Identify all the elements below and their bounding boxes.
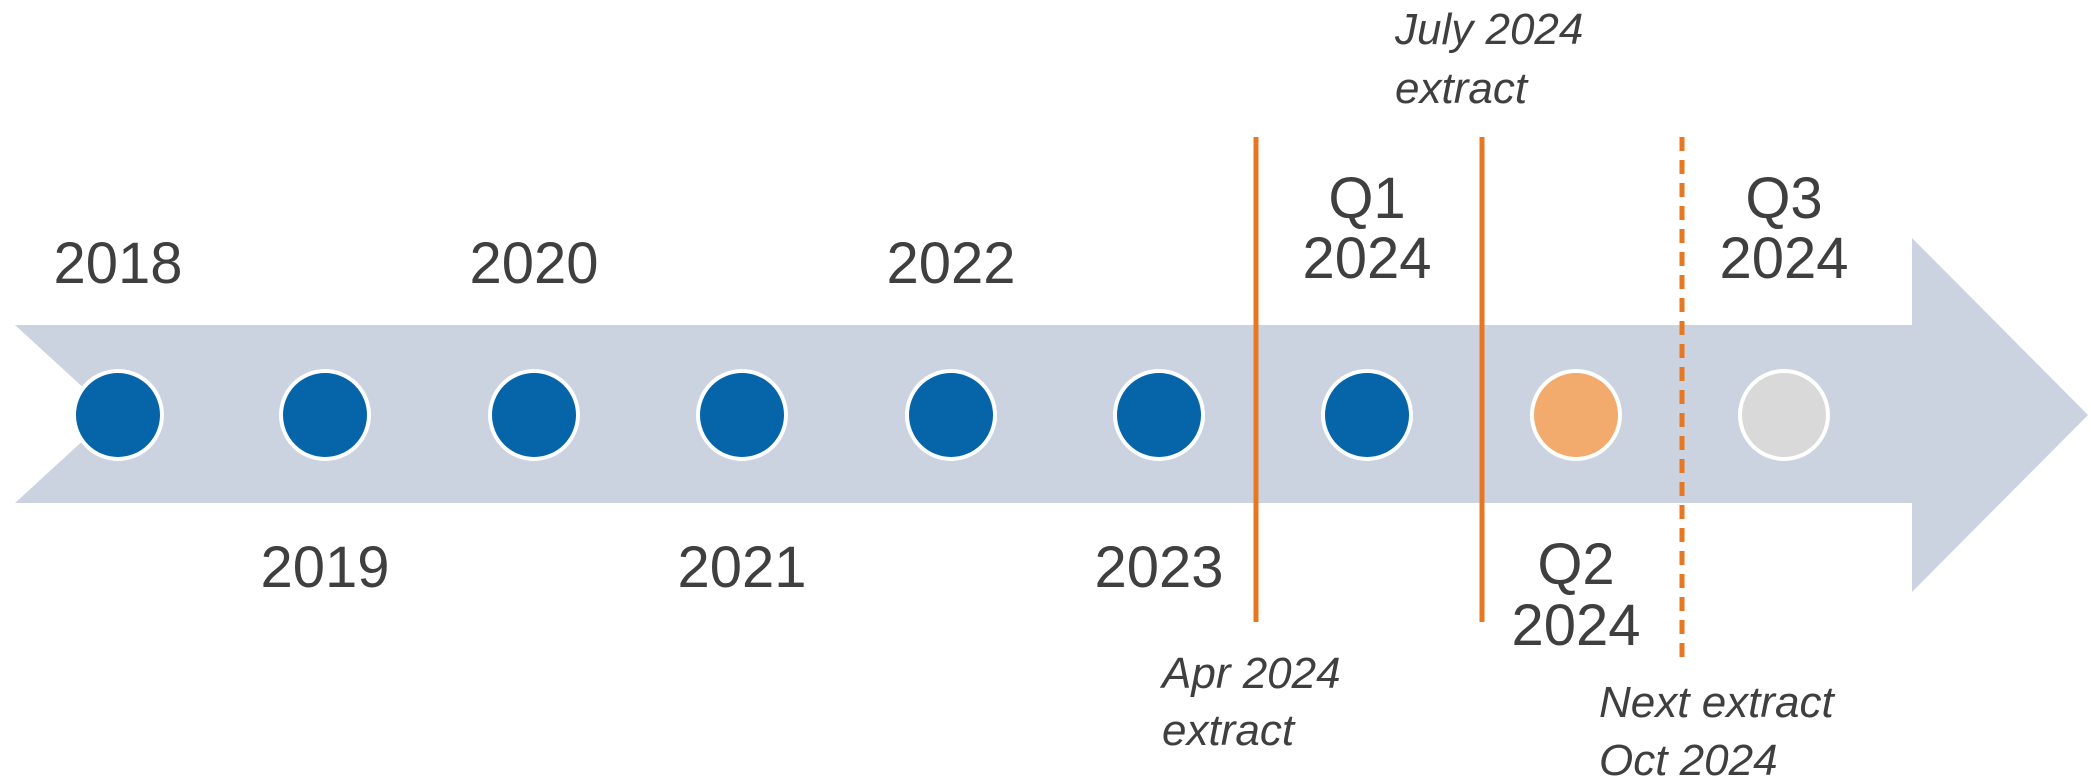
milestone-2: 2020 — [469, 231, 599, 461]
milestone-label-line1: Q2 — [1537, 532, 1614, 597]
milestone-label-year: 2018 — [53, 231, 182, 296]
milestone-label-year: 2021 — [677, 535, 806, 600]
milestone-label-line1: Q3 — [1745, 166, 1822, 231]
extract-label-line1: Apr 2024 — [1159, 649, 1341, 698]
extract-label-2: Next extract Oct 2024 — [1599, 678, 1836, 783]
milestone-dot-upcoming — [1738, 369, 1830, 461]
milestone-label-year: 2024 — [1719, 226, 1848, 291]
milestone-dot-complete — [905, 369, 997, 461]
milestone-1: 2019 — [260, 369, 390, 600]
milestone-dot-complete — [1321, 369, 1413, 461]
milestone-dot-complete — [1113, 369, 1205, 461]
extract-label-1: July 2024 extract — [1394, 5, 1583, 113]
extract-label-line2: Oct 2024 — [1599, 736, 1778, 783]
milestone-dot-in-progress — [1530, 369, 1622, 461]
milestone-dot-complete — [279, 369, 371, 461]
milestone-4: 2022 — [886, 231, 1016, 461]
extract-label-line2: extract — [1395, 64, 1529, 113]
milestone-3: 2021 — [677, 369, 807, 600]
milestone-dot-complete — [72, 369, 164, 461]
milestone-dot-complete — [488, 369, 580, 461]
timeline-arrow — [15, 238, 2088, 592]
milestone-label-year: 2019 — [260, 535, 389, 600]
milestone-label-year: 2023 — [1094, 535, 1223, 600]
extract-label-line1: July 2024 — [1394, 5, 1583, 54]
milestone-5: 2023 — [1094, 369, 1224, 600]
milestone-0: 2018 — [53, 231, 183, 461]
milestone-label-year: 2024 — [1302, 226, 1431, 291]
milestone-label-line1: Q1 — [1328, 166, 1405, 231]
extract-label-0: Apr 2024 extract — [1159, 649, 1341, 755]
milestone-label-year: 2020 — [469, 231, 598, 296]
extract-label-line2: extract — [1162, 706, 1296, 755]
milestone-label-year: 2024 — [1511, 593, 1640, 658]
milestone-dot-complete — [696, 369, 788, 461]
milestone-label-year: 2022 — [886, 231, 1015, 296]
extract-label-line1: Next extract — [1599, 678, 1836, 727]
